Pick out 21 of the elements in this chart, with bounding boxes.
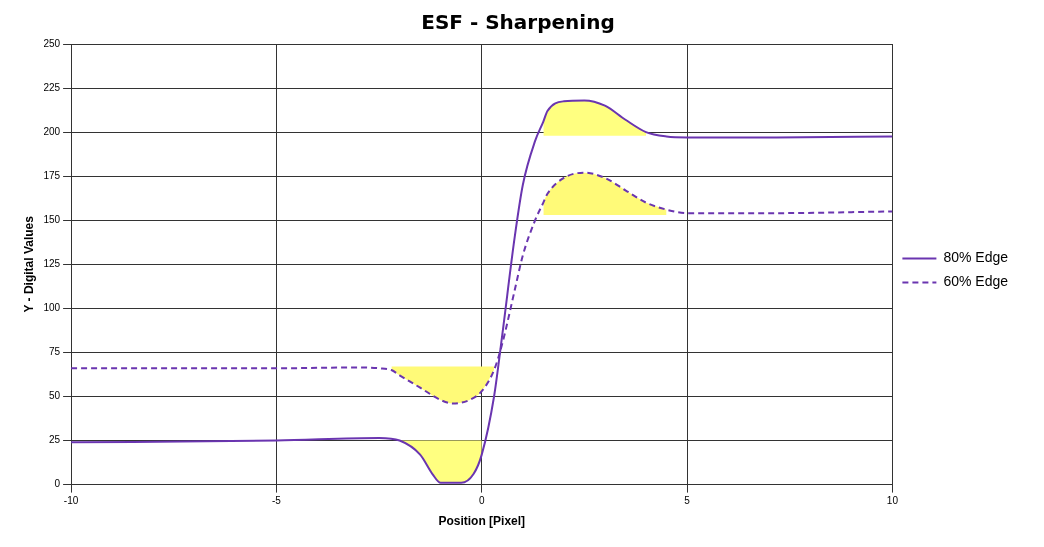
y-tick-label: 100 [43, 302, 61, 314]
x-tick-label: 10 [886, 495, 899, 507]
x-tick-label: -10 [63, 495, 79, 507]
y-tick-label: 225 [43, 81, 61, 93]
y-tick-label: 0 [54, 478, 61, 490]
x-axis-title: Position [Pixel] [438, 514, 526, 529]
y-tick-label: 125 [43, 258, 61, 270]
x-tick-label: -5 [271, 495, 282, 507]
x-tick-label: 0 [478, 495, 485, 507]
legend-label: 60% Edge [943, 273, 1009, 290]
chart-title: ESF - Sharpening [421, 10, 615, 35]
y-tick-label: 75 [48, 346, 61, 358]
y-tick-label: 150 [43, 213, 61, 225]
y-tick-label: 250 [43, 37, 61, 49]
y-axis-title: Y - Digital Values [21, 215, 36, 313]
y-tick-label: 175 [43, 169, 61, 181]
legend-label: 80% Edge [943, 249, 1009, 266]
y-tick-label: 200 [43, 125, 61, 137]
y-tick-label: 25 [48, 434, 61, 446]
y-tick-label: 50 [48, 390, 61, 402]
x-tick-label: 5 [684, 495, 691, 507]
